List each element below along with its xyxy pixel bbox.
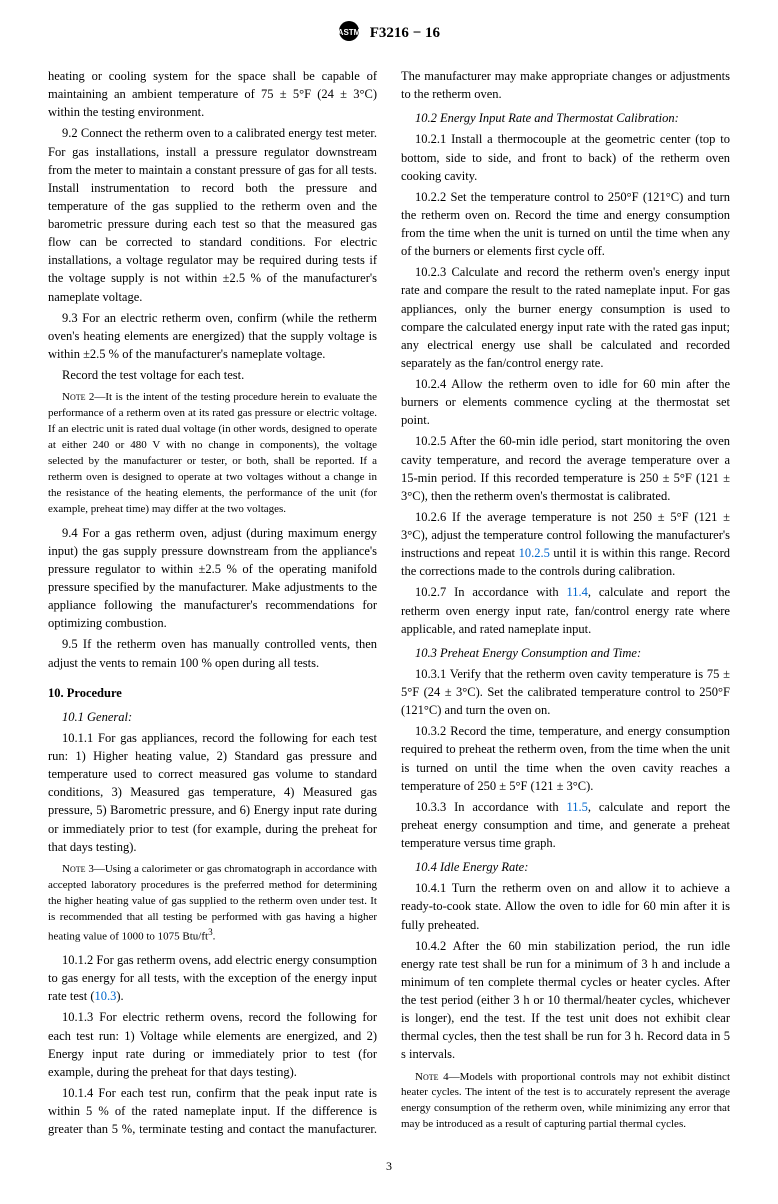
para-10-2-7: 10.2.7 In accordance with 11.4, calculat… bbox=[401, 583, 730, 637]
svg-text:ASTM: ASTM bbox=[338, 28, 360, 37]
para-10-2-7-a: 10.2.7 In accordance with bbox=[415, 585, 566, 599]
page-number: 3 bbox=[48, 1159, 730, 1174]
para-10-3-3-a: 10.3.3 In accordance with bbox=[415, 800, 566, 814]
para-10-2-1: 10.2.1 Install a thermocouple at the geo… bbox=[401, 130, 730, 184]
para-10-2-2: 10.2.2 Set the temperature control to 25… bbox=[401, 188, 730, 261]
page: ASTM F3216 − 16 heating or cooling syste… bbox=[0, 0, 778, 1204]
para-10-2-6: 10.2.6 If the average temperature is not… bbox=[401, 508, 730, 581]
para-10-2-3: 10.2.3 Calculate and record the retherm … bbox=[401, 263, 730, 372]
note-3: Note 3—Using a calorimeter or gas chroma… bbox=[48, 862, 377, 945]
para-10-1-2: 10.1.2 For gas retherm ovens, add electr… bbox=[48, 951, 377, 1005]
sub-10-1: 10.1 General: bbox=[48, 708, 377, 726]
para-9-2: 9.2 Connect the retherm oven to a calibr… bbox=[48, 124, 377, 305]
para-9-5: 9.5 If the retherm oven has manually con… bbox=[48, 635, 377, 671]
note-2: Note 2—It is the intent of the testing p… bbox=[48, 390, 377, 518]
para-9-3: 9.3 For an electric retherm oven, confir… bbox=[48, 309, 377, 363]
sub-10-3: 10.3 Preheat Energy Consumption and Time… bbox=[401, 644, 730, 662]
xref-10-2-5[interactable]: 10.2.5 bbox=[519, 546, 550, 560]
astm-logo-icon: ASTM bbox=[338, 20, 360, 47]
note-3-label: Note 3— bbox=[62, 863, 105, 875]
note-3-text-b: . bbox=[213, 930, 216, 942]
para-10-3-2: 10.3.2 Record the time, temperature, and… bbox=[401, 722, 730, 795]
note-2-label: Note 2— bbox=[62, 391, 105, 403]
note-4: Note 4—Models with proportional controls… bbox=[401, 1070, 730, 1134]
designation: F3216 − 16 bbox=[370, 25, 440, 42]
para-9-4: 9.4 For a gas retherm oven, adjust (duri… bbox=[48, 524, 377, 633]
para-9-3b: Record the test voltage for each test. bbox=[48, 366, 377, 384]
xref-11-5[interactable]: 11.5 bbox=[566, 800, 587, 814]
para-pre-9-2: heating or cooling system for the space … bbox=[48, 67, 377, 121]
para-10-4-2: 10.4.2 After the 60 min stabilization pe… bbox=[401, 937, 730, 1064]
para-10-1-2-b: ). bbox=[116, 989, 123, 1003]
note-2-text: It is the intent of the testing procedur… bbox=[48, 391, 377, 515]
para-10-1-3: 10.1.3 For electric retherm ovens, recor… bbox=[48, 1008, 377, 1081]
section-10-head: 10. Procedure bbox=[48, 684, 377, 702]
xref-10-3[interactable]: 10.3 bbox=[95, 989, 117, 1003]
sub-10-4: 10.4 Idle Energy Rate: bbox=[401, 858, 730, 876]
para-10-3-1: 10.3.1 Verify that the retherm oven cavi… bbox=[401, 665, 730, 719]
sub-10-2: 10.2 Energy Input Rate and Thermostat Ca… bbox=[401, 109, 730, 127]
para-10-2-4: 10.2.4 Allow the retherm oven to idle fo… bbox=[401, 375, 730, 429]
para-10-4-1: 10.4.1 Turn the retherm oven on and allo… bbox=[401, 879, 730, 933]
para-10-3-3: 10.3.3 In accordance with 11.5, calculat… bbox=[401, 798, 730, 852]
xref-11-4[interactable]: 11.4 bbox=[566, 585, 587, 599]
para-10-1-1: 10.1.1 For gas appliances, record the fo… bbox=[48, 729, 377, 856]
body-columns: heating or cooling system for the space … bbox=[48, 67, 730, 1139]
para-10-2-5: 10.2.5 After the 60-min idle period, sta… bbox=[401, 432, 730, 505]
page-header: ASTM F3216 − 16 bbox=[48, 20, 730, 47]
note-4-label: Note 4— bbox=[415, 1071, 460, 1083]
